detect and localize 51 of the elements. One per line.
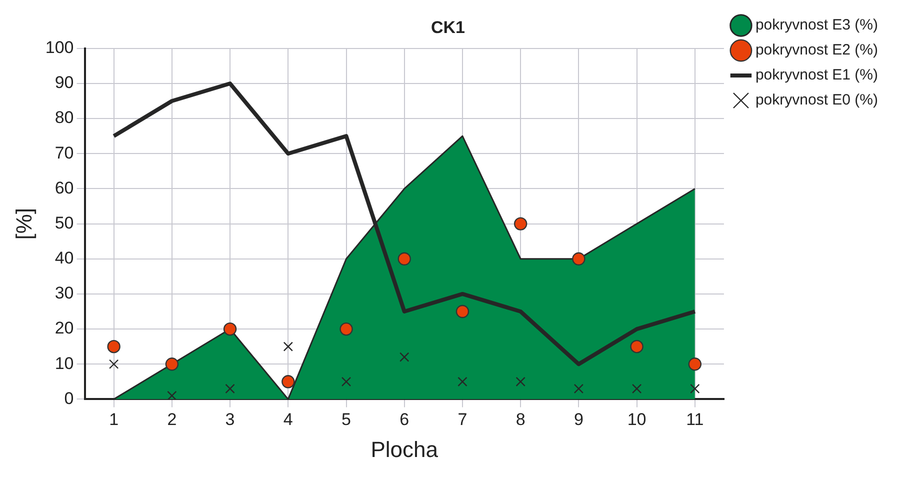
y-tick-label: 60 xyxy=(54,178,74,198)
point xyxy=(223,322,237,336)
y-axis-title: [%] xyxy=(11,208,36,240)
y-tick-label: 40 xyxy=(54,248,74,268)
point xyxy=(574,384,584,394)
x-tick-label: 11 xyxy=(686,410,704,430)
point xyxy=(690,384,700,394)
point xyxy=(107,340,120,354)
x-tick-label: 7 xyxy=(458,410,468,430)
x-tick-label: 5 xyxy=(342,410,351,430)
legend-label: pokryvnost E1 (%) xyxy=(755,66,878,84)
y-tick-label: 70 xyxy=(54,143,74,162)
y-tick-label: 30 xyxy=(54,284,74,303)
point xyxy=(165,358,179,371)
point xyxy=(400,352,410,362)
point xyxy=(572,252,586,266)
legend-label: pokryvnost E2 (%) xyxy=(755,42,878,59)
x-tick-label: 8 xyxy=(516,410,526,430)
point xyxy=(108,359,119,369)
x-tick-label: 9 xyxy=(574,410,584,430)
point xyxy=(398,252,411,266)
point xyxy=(458,376,468,387)
legend-label: pokryvnost E0 (%) xyxy=(755,92,878,109)
x-tick-label: 6 xyxy=(400,410,410,430)
point xyxy=(630,340,644,354)
point xyxy=(282,375,295,388)
y-tick-label: 0 xyxy=(64,388,74,408)
y-tick-label: 20 xyxy=(54,318,74,338)
x-tick-label: 10 xyxy=(627,410,646,430)
y-tick-label: 100 xyxy=(45,38,74,58)
point xyxy=(283,342,293,352)
y-tick-label: 50 xyxy=(54,213,74,232)
legend-label: pokryvnost E3 (%) xyxy=(755,16,878,34)
point xyxy=(516,376,526,387)
point xyxy=(167,390,177,400)
x-axis-title: Plocha xyxy=(370,436,439,462)
x-tick-label: 4 xyxy=(283,410,293,430)
point xyxy=(456,304,470,318)
y-tick-label: 90 xyxy=(54,73,74,92)
x-tick-label: 1 xyxy=(109,410,119,430)
point xyxy=(632,384,642,394)
x-tick-label: 3 xyxy=(225,410,235,430)
point xyxy=(341,376,352,387)
point xyxy=(688,358,702,371)
x-tick-label: 2 xyxy=(167,410,177,430)
point xyxy=(225,384,235,394)
point xyxy=(340,322,353,336)
y-tick-label: 10 xyxy=(54,354,74,373)
y-tick-label: 80 xyxy=(54,108,74,128)
chart-title: CK1 xyxy=(430,18,466,37)
point xyxy=(514,217,528,230)
